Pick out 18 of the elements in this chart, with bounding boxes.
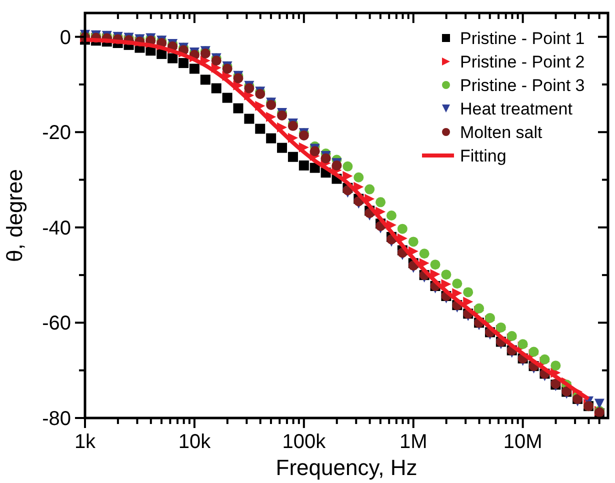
legend-label: Fitting — [460, 146, 506, 166]
x-axis-title: Frequency, Hz — [276, 455, 418, 480]
x-tick-label: 100k — [282, 431, 327, 453]
legend-label: Pristine - Point 3 — [460, 76, 585, 95]
x-tick-label: 10M — [503, 431, 542, 453]
x-tick-label: 10k — [178, 431, 212, 453]
legend-label: Heat treatment — [460, 99, 573, 118]
y-tick-label: -80 — [42, 408, 71, 430]
legend-label: Pristine - Point 1 — [460, 28, 585, 48]
x-tick-label: 1k — [74, 431, 97, 453]
y-axis-title: θ, degree — [2, 169, 27, 262]
x-tick-label: 1M — [399, 431, 428, 453]
y-tick-label: 0 — [60, 26, 71, 49]
legend-label: Molten salt — [460, 122, 542, 142]
y-tick-label: -20 — [42, 122, 71, 144]
y-tick-label: -40 — [42, 217, 71, 240]
legend-label: Pristine - Point 2 — [460, 52, 585, 72]
y-tick-label: -60 — [42, 312, 71, 335]
